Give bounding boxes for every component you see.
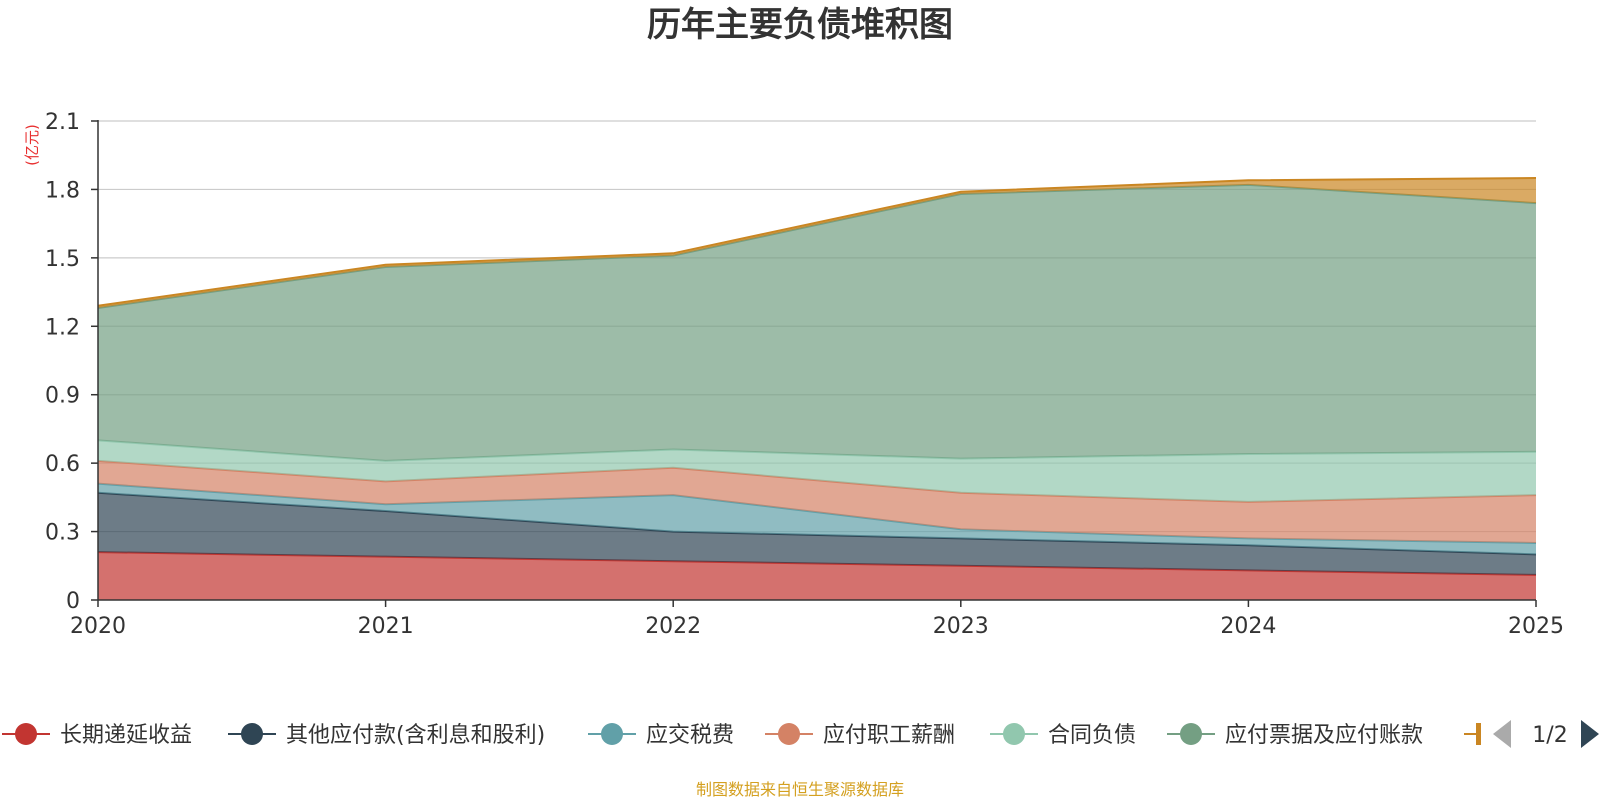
- y-tick-label: 0.9: [45, 384, 80, 409]
- area-series-7-line: [97, 177, 1537, 307]
- legend-label: 长期递延收益: [60, 723, 192, 748]
- legend-item-3[interactable]: 应交税费: [588, 723, 734, 748]
- data-source-footer: 制图数据来自恒生聚源数据库: [696, 780, 904, 799]
- legend-marker: [778, 723, 800, 745]
- area-series-1-line: [97, 551, 1537, 576]
- y-axis-unit-label: (亿元): [23, 124, 41, 166]
- x-tick-label: 2022: [645, 614, 701, 639]
- x-tick-label: 2023: [933, 614, 989, 639]
- legend: 长期递延收益 其他应付款(含利息和股利) 应交税费 应付职工薪酬 合同负债 应付票据及应付…: [2, 720, 1599, 748]
- legend-marker: [15, 723, 37, 745]
- area-series-7: [98, 178, 1536, 309]
- area-series-1: [98, 552, 1536, 600]
- legend-marker: [1003, 723, 1025, 745]
- y-tick-label: 1.5: [45, 247, 80, 272]
- legend-item-2[interactable]: 其他应付款(含利息和股利): [228, 723, 545, 748]
- y-tick-label: 0: [66, 589, 80, 614]
- legend-label: 应付票据及应付账款: [1225, 723, 1423, 748]
- area-series-4: [98, 460, 1536, 543]
- y-tick-label: 2.1: [45, 110, 80, 135]
- area-series-6: [98, 184, 1536, 461]
- legend-item-7[interactable]: [1464, 723, 1481, 745]
- legend-item-6[interactable]: 应付票据及应付账款: [1167, 723, 1423, 748]
- legend-marker: [1476, 723, 1481, 745]
- chart-title: 历年主要负债堆积图: [647, 5, 953, 45]
- legend-label: 其他应付款(含利息和股利): [286, 723, 545, 748]
- legend-item-5[interactable]: 合同负债: [990, 723, 1136, 748]
- area-series-2: [98, 492, 1536, 575]
- x-tick-label: 2025: [1508, 614, 1564, 639]
- legend-page-indicator: 1/2: [1532, 723, 1567, 748]
- legend-marker: [1180, 723, 1202, 745]
- legend-item-1[interactable]: 长期递延收益: [2, 723, 192, 748]
- axes: 0 0.3 0.6 0.9 1.2 1.5 1.8 2.1 2020 2021 2022 2023 20…: [45, 110, 1564, 639]
- legend-marker: [241, 723, 263, 745]
- legend-label: 合同负债: [1048, 723, 1136, 748]
- legend-prev-page-icon[interactable]: [1493, 720, 1511, 748]
- legend-label: 应交税费: [646, 723, 734, 748]
- y-tick-label: 1.2: [45, 315, 80, 340]
- x-tick-label: 2024: [1220, 614, 1276, 639]
- y-tick-label: 1.8: [45, 178, 80, 203]
- legend-marker: [601, 723, 623, 745]
- legend-next-page-icon[interactable]: [1581, 720, 1599, 748]
- legend-item-4[interactable]: 应付职工薪酬: [765, 723, 955, 748]
- y-tick-label: 0.6: [45, 452, 80, 477]
- area-series-group: [97, 177, 1537, 600]
- legend-label: 应付职工薪酬: [823, 723, 955, 748]
- x-tick-label: 2020: [70, 614, 126, 639]
- y-tick-label: 0.3: [45, 521, 80, 546]
- x-tick-label: 2021: [358, 614, 414, 639]
